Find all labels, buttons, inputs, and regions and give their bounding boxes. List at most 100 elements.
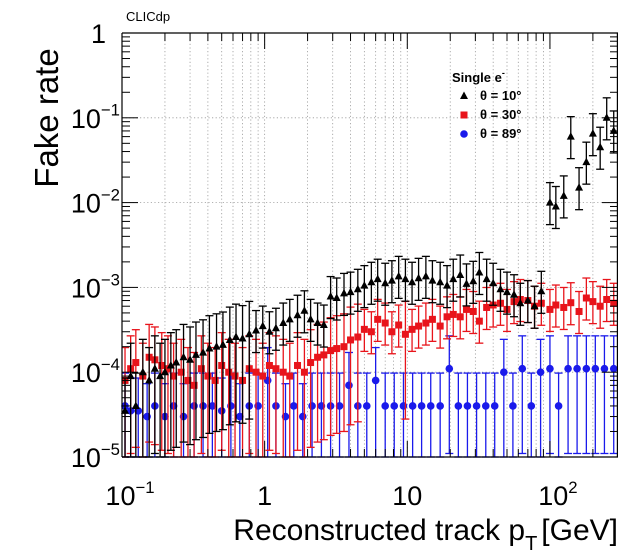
- data-point: [259, 372, 267, 380]
- data-point: [530, 301, 539, 310]
- data-point: [436, 277, 445, 286]
- data-point: [145, 375, 154, 384]
- data-point: [496, 284, 505, 293]
- data-point: [573, 364, 581, 373]
- data-point: [462, 279, 471, 287]
- data-point: [475, 267, 484, 276]
- data-point: [373, 274, 382, 283]
- x-tick-label-base: 10: [105, 481, 135, 511]
- data-point: [333, 345, 341, 353]
- x-tick-label: 102: [538, 478, 577, 511]
- data-point: [179, 352, 188, 361]
- data-point: [225, 335, 234, 343]
- data-point: [360, 325, 368, 333]
- data-point: [600, 364, 609, 373]
- data-point: [294, 361, 302, 369]
- y-tick-label-base: 1: [91, 19, 106, 49]
- data-point: [445, 364, 454, 373]
- data-point: [545, 198, 554, 206]
- data-point: [208, 402, 217, 410]
- data-point: [293, 310, 302, 319]
- data-point: [443, 313, 451, 321]
- data-point: [265, 361, 273, 369]
- data-point: [609, 364, 618, 373]
- y-tick-label: 10−1: [71, 101, 120, 134]
- data-point: [131, 401, 140, 409]
- legend-title-sup: -: [502, 68, 505, 78]
- x-tick-label: 10−1: [105, 478, 154, 511]
- data-point: [551, 201, 560, 210]
- data-point: [353, 284, 362, 293]
- data-point: [166, 360, 175, 369]
- x-tick-label: 10: [392, 481, 422, 511]
- data-point: [307, 359, 315, 367]
- data-point: [286, 372, 294, 380]
- legend-marker-triangle: [460, 91, 468, 99]
- data-point: [381, 402, 389, 410]
- data-point: [381, 319, 389, 327]
- legend-entry-label: θ = 89°: [480, 126, 522, 141]
- data-point: [408, 277, 417, 286]
- data-point: [475, 317, 483, 325]
- data-point: [428, 276, 437, 284]
- data-point: [258, 321, 267, 330]
- data-point: [160, 367, 169, 376]
- data-point: [308, 402, 316, 410]
- data-point: [481, 402, 490, 410]
- data-point: [319, 320, 328, 329]
- data-point: [121, 406, 130, 414]
- data-point: [603, 295, 611, 303]
- data-point: [462, 305, 470, 313]
- data-point: [300, 306, 309, 314]
- data-point: [456, 270, 465, 279]
- x-tick-label-exponent: −1: [135, 478, 154, 497]
- data-point: [582, 364, 591, 373]
- data-point: [422, 319, 430, 327]
- series-layer: [121, 97, 618, 458]
- data-point: [523, 296, 532, 304]
- x-tick-label: 1: [257, 481, 272, 511]
- data-point: [199, 348, 208, 356]
- data-point: [436, 402, 444, 410]
- data-point: [177, 368, 185, 376]
- y-tick-label-base: 10: [71, 443, 101, 473]
- data-point: [306, 314, 315, 323]
- data-point: [360, 281, 369, 289]
- data-point: [490, 402, 499, 410]
- data-point: [138, 367, 147, 376]
- data-point: [335, 402, 344, 410]
- x-axis-label-unit: [GeV]: [541, 514, 618, 547]
- data-point: [374, 315, 382, 323]
- data-point: [575, 183, 584, 191]
- data-point: [589, 298, 597, 306]
- y-tick-label-base: 10: [71, 358, 101, 388]
- data-point: [575, 307, 583, 315]
- data-point: [172, 358, 181, 366]
- data-point: [518, 364, 527, 373]
- data-point: [252, 326, 261, 334]
- data-point: [456, 313, 464, 321]
- data-point: [527, 402, 536, 410]
- y-tick-label-exponent: −3: [101, 270, 120, 289]
- y-axis-label: Fake rate: [28, 48, 65, 187]
- data-point: [564, 364, 572, 373]
- y-tick-label-exponent: −5: [101, 440, 120, 459]
- legend-marker-square: [460, 111, 468, 119]
- data-point: [156, 371, 165, 380]
- x-tick-label-base: 10: [538, 481, 568, 511]
- data-point: [236, 412, 244, 421]
- data-point: [354, 333, 362, 341]
- data-point: [436, 322, 444, 330]
- data-point: [245, 329, 254, 338]
- legend-entry-label: θ = 10°: [480, 88, 522, 103]
- data-point: [394, 271, 403, 280]
- data-point: [252, 368, 260, 376]
- data-point: [285, 314, 294, 323]
- data-point: [211, 376, 219, 384]
- data-point: [271, 323, 280, 332]
- axes-frame: [121, 32, 618, 458]
- y-tick-label: 10−2: [71, 185, 120, 218]
- data-point: [320, 351, 328, 359]
- x-axis-label-sub: T: [525, 533, 537, 555]
